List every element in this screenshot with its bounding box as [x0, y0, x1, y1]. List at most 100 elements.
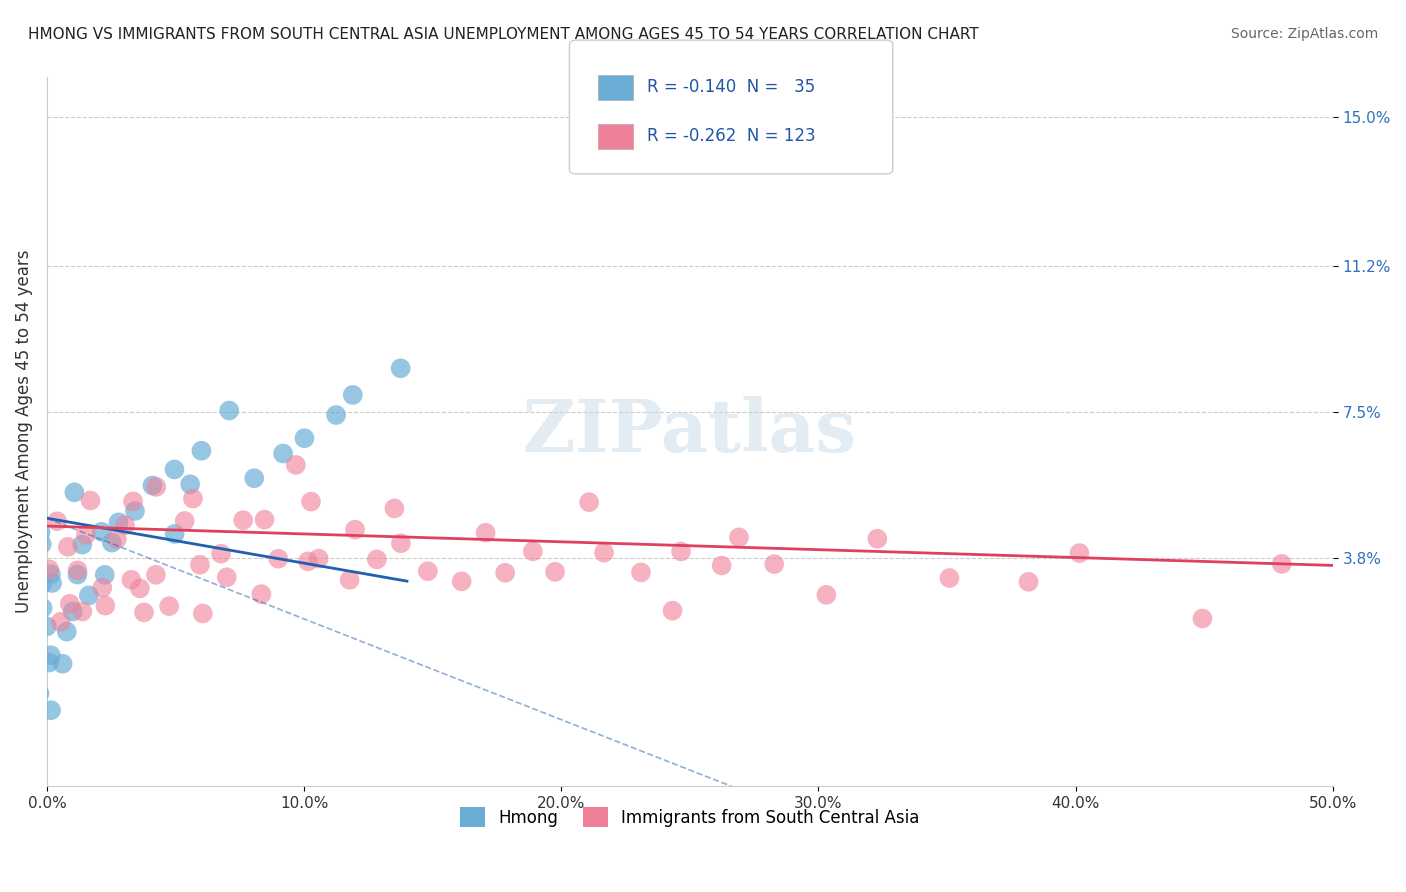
- Point: [344, 523, 367, 537]
- Point: [38, 656, 60, 670]
- Point: [94, 599, 117, 613]
- Point: [1271, 557, 1294, 571]
- Point: [544, 565, 567, 579]
- Point: [31, 537, 53, 551]
- Point: [308, 551, 330, 566]
- Point: [72, 538, 94, 552]
- Point: [815, 588, 838, 602]
- Point: [342, 388, 364, 402]
- Point: [494, 566, 516, 580]
- Point: [124, 504, 146, 518]
- Point: [55, 624, 77, 639]
- Point: [62, 604, 84, 618]
- Point: [59, 597, 82, 611]
- Point: [35, 619, 58, 633]
- Point: [1069, 546, 1091, 560]
- Point: [46, 514, 69, 528]
- Point: [39, 648, 62, 663]
- Point: [1191, 611, 1213, 625]
- Point: [728, 530, 751, 544]
- Text: R = -0.262  N = 123: R = -0.262 N = 123: [647, 127, 815, 145]
- Point: [474, 525, 496, 540]
- Point: [339, 573, 361, 587]
- Point: [39, 567, 62, 582]
- Point: [209, 547, 232, 561]
- Point: [157, 599, 180, 614]
- Point: [63, 485, 86, 500]
- Point: [325, 408, 347, 422]
- Point: [253, 512, 276, 526]
- Point: [107, 516, 129, 530]
- Point: [28, 686, 51, 700]
- Point: [75, 528, 97, 542]
- Text: ZIPatlas: ZIPatlas: [523, 396, 858, 467]
- Point: [77, 589, 100, 603]
- Point: [30, 525, 52, 540]
- Point: [661, 604, 683, 618]
- Point: [79, 493, 101, 508]
- Point: [132, 606, 155, 620]
- Point: [52, 657, 75, 671]
- Text: HMONG VS IMMIGRANTS FROM SOUTH CENTRAL ASIA UNEMPLOYMENT AMONG AGES 45 TO 54 YEA: HMONG VS IMMIGRANTS FROM SOUTH CENTRAL A…: [28, 27, 979, 42]
- Point: [366, 552, 388, 566]
- Point: [120, 573, 142, 587]
- Point: [938, 571, 960, 585]
- Point: [215, 570, 238, 584]
- Point: [39, 703, 62, 717]
- Point: [593, 546, 616, 560]
- Point: [173, 514, 195, 528]
- Point: [101, 535, 124, 549]
- Point: [122, 494, 145, 508]
- Point: [38, 562, 60, 576]
- Point: [243, 471, 266, 485]
- Text: Source: ZipAtlas.com: Source: ZipAtlas.com: [1230, 27, 1378, 41]
- Point: [56, 540, 79, 554]
- Point: [450, 574, 472, 589]
- Point: [141, 478, 163, 492]
- Point: [72, 605, 94, 619]
- Point: [49, 615, 72, 629]
- Point: [416, 564, 439, 578]
- Point: [299, 494, 322, 508]
- Point: [297, 554, 319, 568]
- Point: [218, 403, 240, 417]
- Point: [384, 501, 406, 516]
- Point: [66, 563, 89, 577]
- Point: [866, 532, 889, 546]
- Point: [94, 567, 117, 582]
- Point: [191, 607, 214, 621]
- Point: [129, 582, 152, 596]
- Point: [145, 567, 167, 582]
- Point: [188, 558, 211, 572]
- Legend: Hmong, Immigrants from South Central Asia: Hmong, Immigrants from South Central Asi…: [453, 800, 927, 834]
- Point: [190, 443, 212, 458]
- Point: [145, 480, 167, 494]
- Point: [114, 518, 136, 533]
- Point: [284, 458, 307, 472]
- Point: [630, 566, 652, 580]
- Point: [250, 587, 273, 601]
- Point: [90, 524, 112, 539]
- Point: [522, 544, 544, 558]
- Point: [578, 495, 600, 509]
- Point: [163, 527, 186, 541]
- Point: [389, 361, 412, 376]
- Point: [163, 462, 186, 476]
- Point: [232, 513, 254, 527]
- Point: [294, 431, 316, 445]
- Point: [31, 601, 53, 615]
- Point: [669, 544, 692, 558]
- Point: [31, 577, 53, 591]
- Point: [105, 532, 128, 546]
- Point: [66, 567, 89, 582]
- Point: [710, 558, 733, 573]
- Point: [91, 581, 114, 595]
- Point: [267, 551, 290, 566]
- Point: [1018, 574, 1040, 589]
- Text: R = -0.140  N =   35: R = -0.140 N = 35: [647, 78, 815, 95]
- Point: [763, 557, 786, 571]
- Point: [271, 446, 294, 460]
- Y-axis label: Unemployment Among Ages 45 to 54 years: Unemployment Among Ages 45 to 54 years: [15, 250, 32, 614]
- Point: [41, 576, 63, 591]
- Point: [179, 477, 201, 491]
